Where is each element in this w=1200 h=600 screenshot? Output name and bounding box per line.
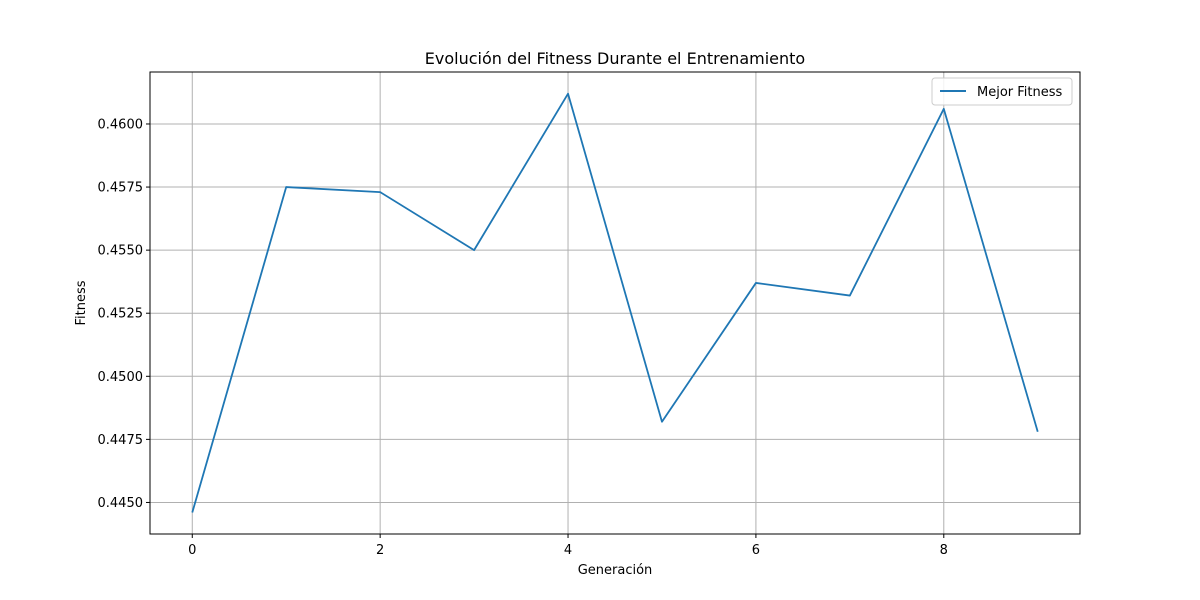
legend: Mejor Fitness [931,77,1073,106]
data-point [755,282,756,283]
x-tick-label: 2 [376,543,384,558]
data-point [943,108,944,109]
y-axis-label: Fitness [74,280,89,325]
series-line-mejor-fitness [191,92,1039,513]
data-point [849,295,850,296]
y-tick-label: 0.4525 [98,307,144,322]
x-axis-label: Generación [578,563,653,578]
x-tick-label: 8 [940,543,948,558]
data-point [661,421,662,422]
data-point [286,187,287,188]
x-tick-label: 6 [752,543,760,558]
data-point [568,93,569,94]
y-tick-label: 0.4475 [98,433,144,448]
y-tick-label: 0.4550 [98,244,144,259]
chart-title: Evolución del Fitness Durante el Entrena… [425,49,805,68]
legend-label: Mejor Fitness [977,85,1063,100]
data-point [1037,431,1038,432]
x-tick-label: 0 [188,543,196,558]
y-tick-label: 0.4600 [98,117,144,132]
data-point [192,512,193,513]
y-axis: 0.4450 0.4475 0.4500 0.4525 0.4550 0.4575 0.46… [98,117,150,511]
series-layer [191,92,1039,513]
plot-frame [149,71,1081,535]
y-tick-label: 0.4575 [98,181,144,196]
x-tick-label: 4 [564,543,572,558]
legend-box [931,77,1073,106]
y-tick-label: 0.4500 [98,370,144,385]
y-tick-label: 0.4450 [98,496,144,511]
data-point [380,192,381,193]
x-axis: 0 2 4 6 8 [188,534,948,558]
data-point [474,250,475,251]
grid [150,72,1080,534]
